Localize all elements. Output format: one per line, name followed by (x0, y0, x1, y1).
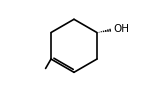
Text: OH: OH (113, 24, 129, 34)
